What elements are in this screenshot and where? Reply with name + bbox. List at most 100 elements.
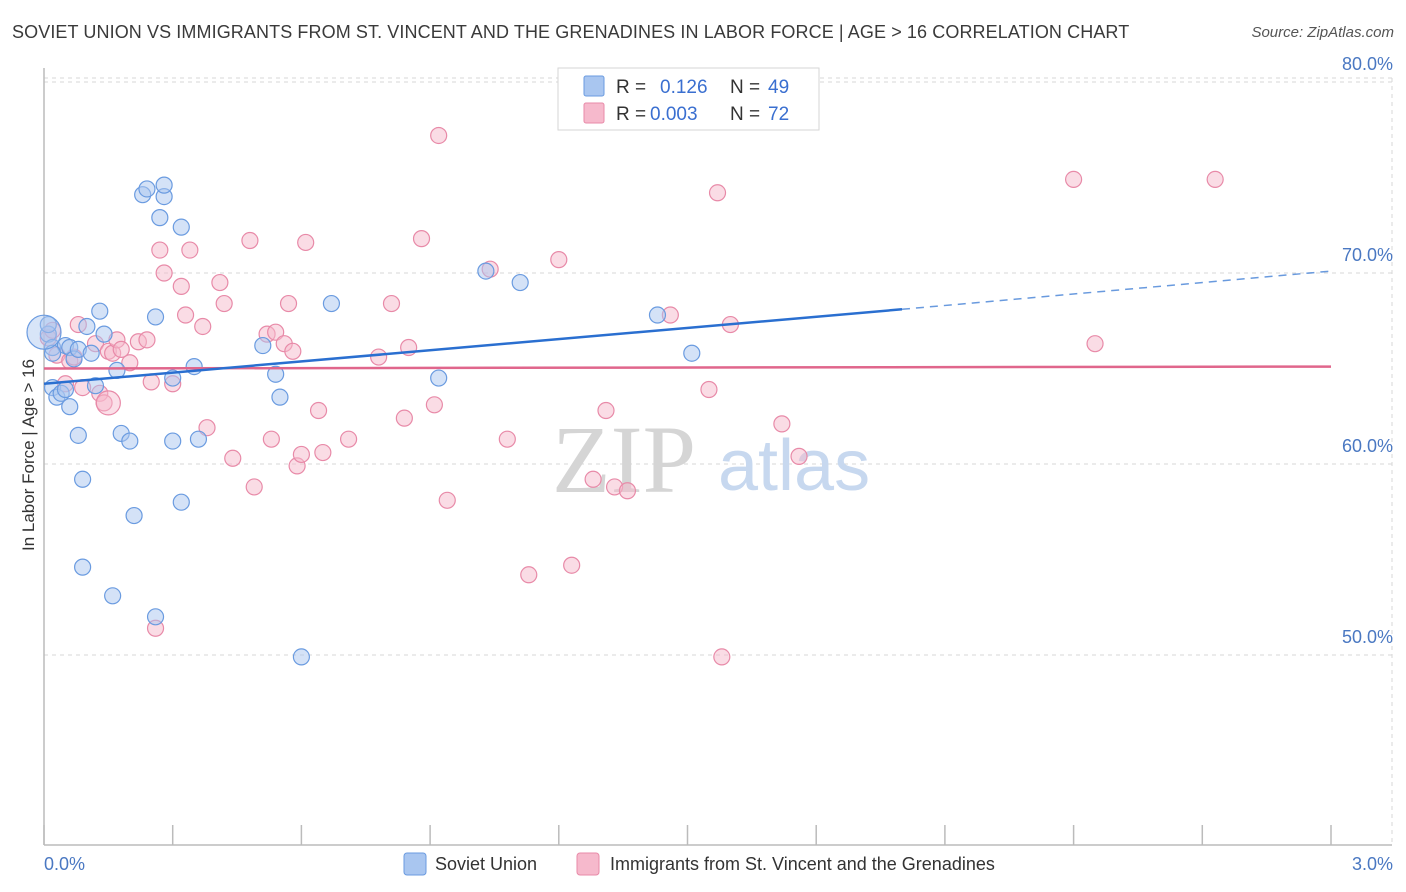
soviet-point <box>292 648 310 666</box>
vincent-point <box>172 277 190 295</box>
bottom-legend-label-soviet: Soviet Union <box>435 854 537 874</box>
vincent-point <box>138 331 156 349</box>
vincent-point <box>292 445 310 464</box>
vincent-point <box>584 470 602 488</box>
vincent-point <box>339 430 358 448</box>
soviet-point <box>91 302 109 320</box>
source-label: Source: ZipAtlas.com <box>1251 24 1394 41</box>
vincent-point <box>790 447 808 465</box>
legend-swatch-vincent <box>583 102 605 124</box>
vincent-point <box>112 340 130 358</box>
vincent-point <box>181 241 199 259</box>
vincent-point <box>215 294 233 313</box>
vincent-point <box>151 241 169 259</box>
trend-line-vincent <box>43 365 1332 370</box>
soviet-point <box>683 344 701 362</box>
vincent-point <box>211 273 229 292</box>
legend-n-value-soviet: 49 <box>768 77 789 98</box>
legend-n-value-vincent: 72 <box>768 104 789 125</box>
legend-r-value-vincent: 0.003 <box>650 104 698 125</box>
vincent-point <box>309 401 328 420</box>
x-tick-label-min: 0.0% <box>44 854 85 874</box>
trend-line-soviet-projection <box>901 270 1332 311</box>
soviet-point-large <box>26 314 62 350</box>
soviet-point <box>56 380 75 399</box>
legend-swatch-soviet <box>583 75 605 97</box>
vincent-point <box>1064 170 1083 189</box>
vincent-point <box>597 401 615 420</box>
soviet-point <box>125 506 143 525</box>
bottom-legend-label-vincent: Immigrants from St. Vincent and the Gren… <box>610 854 995 874</box>
soviet-point <box>430 369 448 387</box>
vincent-point <box>142 373 160 391</box>
soviet-point <box>82 344 100 362</box>
trend-lines <box>43 270 1332 386</box>
vincent-point <box>520 566 538 584</box>
vincent-point <box>550 251 568 269</box>
soviet-point <box>61 398 79 416</box>
vincent-point <box>284 342 302 360</box>
legend-r-value-soviet: 0.126 <box>660 77 708 98</box>
soviet-point <box>189 430 208 448</box>
soviet-point <box>271 388 289 406</box>
soviet-point <box>477 262 495 280</box>
vincent-point <box>395 409 413 427</box>
series-legend: Soviet Union Immigrants from St. Vincent… <box>403 852 995 876</box>
soviet-point <box>267 365 285 383</box>
soviet-point <box>172 493 190 511</box>
vincent-point <box>176 306 195 324</box>
vincent-point <box>773 415 791 433</box>
soviet-point <box>95 325 113 343</box>
vincent-point <box>155 264 173 282</box>
soviet-point <box>164 432 182 450</box>
vincent-point <box>267 323 285 341</box>
watermark-atlas: atlas <box>718 426 870 506</box>
y-tick-label-70: 70.0% <box>1342 245 1393 265</box>
soviet-point <box>43 344 62 362</box>
vincent-point <box>498 430 516 448</box>
vincent-point <box>700 380 718 399</box>
y-axis-title: In Labor Force | Age > 16 <box>19 359 38 551</box>
watermark: ZIP atlas <box>552 406 870 513</box>
correlation-legend: R = 0.126 N = 49 R = 0.003 N = 72 <box>557 67 820 131</box>
x-tick-label-max: 3.0% <box>1352 854 1393 874</box>
soviet-point <box>78 317 96 336</box>
vincent-point <box>279 294 298 313</box>
vincent-point <box>382 294 401 313</box>
soviet-point <box>104 587 122 605</box>
vincent-point <box>430 126 448 145</box>
soviet-point <box>322 294 341 313</box>
vincent-point-large <box>95 390 121 416</box>
legend-r-label-soviet: R = <box>616 77 646 98</box>
soviet-point <box>155 176 173 194</box>
soviet-point <box>511 273 529 292</box>
soviet-point <box>151 209 169 227</box>
vincent-point <box>241 231 259 250</box>
vincent-point <box>425 396 443 414</box>
legend-n-label-vincent: N = <box>730 104 760 125</box>
series-vincent-points <box>39 126 1224 666</box>
vincent-point <box>1086 335 1104 353</box>
soviet-point <box>121 432 139 450</box>
soviet-point <box>172 218 190 236</box>
vincent-point <box>713 648 731 666</box>
vincent-point <box>314 443 332 462</box>
soviet-point <box>146 608 165 626</box>
soviet-point <box>138 180 156 198</box>
vincent-point <box>708 184 727 202</box>
legend-r-label-vincent: R = <box>616 104 646 125</box>
y-tick-label-80: 80.0% <box>1342 54 1393 74</box>
chart-title: SOVIET UNION VS IMMIGRANTS FROM ST. VINC… <box>12 22 1130 42</box>
vincent-point <box>563 556 581 574</box>
soviet-point <box>254 336 272 355</box>
series-soviet-points <box>26 176 701 666</box>
soviet-point <box>74 558 92 576</box>
trend-line-soviet <box>43 308 903 386</box>
soviet-point <box>648 306 667 324</box>
vincent-point <box>245 478 263 496</box>
vincent-point <box>1206 170 1224 189</box>
soviet-point <box>74 470 92 488</box>
vincent-point <box>198 419 216 437</box>
vincent-point <box>297 233 315 252</box>
